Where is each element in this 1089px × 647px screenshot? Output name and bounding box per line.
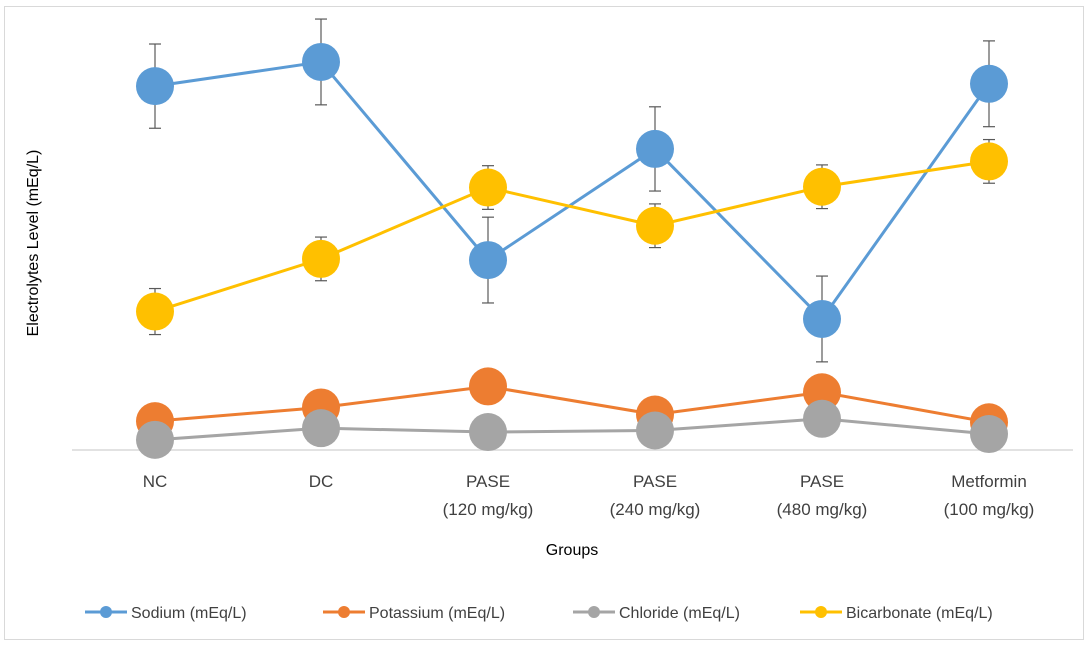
legend-item: Chloride (mEq/L) — [573, 605, 740, 622]
x-tick-label: DC — [309, 472, 334, 491]
data-point — [636, 206, 674, 245]
data-point — [302, 239, 340, 278]
series-line — [154, 159, 990, 313]
legend-marker — [588, 606, 600, 618]
chart-marks — [136, 18, 1008, 459]
legend-label: Sodium (mEq/L) — [131, 605, 247, 622]
legend: Sodium (mEq/L) Potassium (mEq/L) Chloride … — [85, 605, 993, 622]
x-tick-labels: NC DC PASE (120 mg/kg) PASE (240 mg/kg) PASE (4… — [143, 472, 1035, 519]
legend-item: Bicarbonate (mEq/L) — [800, 605, 993, 622]
data-point — [803, 299, 841, 338]
data-point — [803, 167, 841, 206]
data-point — [136, 67, 174, 106]
data-point — [803, 399, 841, 438]
series-1 — [136, 18, 1008, 363]
y-axis-title: Electrolytes Level (mEq/L) — [25, 150, 42, 337]
legend-marker — [815, 606, 827, 618]
legend-label: Potassium (mEq/L) — [369, 605, 505, 622]
legend-marker — [338, 606, 350, 618]
legend-label: Chloride (mEq/L) — [619, 605, 740, 622]
x-tick-label: PASE (240 mg/kg) — [610, 472, 701, 519]
legend-item: Sodium (mEq/L) — [85, 605, 247, 622]
data-point — [469, 413, 507, 452]
x-axis-title: Groups — [546, 542, 598, 559]
series-line — [154, 417, 990, 442]
legend-label: Bicarbonate (mEq/L) — [846, 605, 993, 622]
series-4 — [136, 138, 1008, 336]
data-point — [636, 411, 674, 450]
x-tick-label: PASE (120 mg/kg) — [443, 472, 534, 519]
x-tick-label: PASE (480 mg/kg) — [777, 472, 868, 519]
legend-item: Potassium (mEq/L) — [323, 605, 505, 622]
series-3 — [136, 399, 1008, 459]
x-tick-label: NC — [143, 472, 168, 491]
chart-frame — [4, 6, 1084, 640]
data-point — [469, 241, 507, 280]
series-line — [154, 60, 991, 322]
data-point — [469, 367, 507, 406]
data-point — [302, 42, 340, 81]
data-point — [970, 142, 1008, 181]
data-point — [469, 168, 507, 207]
series-line — [154, 384, 990, 424]
x-tick-label: Metformin (100 mg/kg) — [944, 472, 1035, 519]
data-point — [302, 409, 340, 448]
data-point — [636, 129, 674, 168]
data-point — [136, 420, 174, 459]
legend-marker — [100, 606, 112, 618]
data-point — [970, 64, 1008, 103]
data-point — [970, 415, 1008, 454]
data-point — [803, 373, 841, 412]
data-point — [136, 292, 174, 331]
